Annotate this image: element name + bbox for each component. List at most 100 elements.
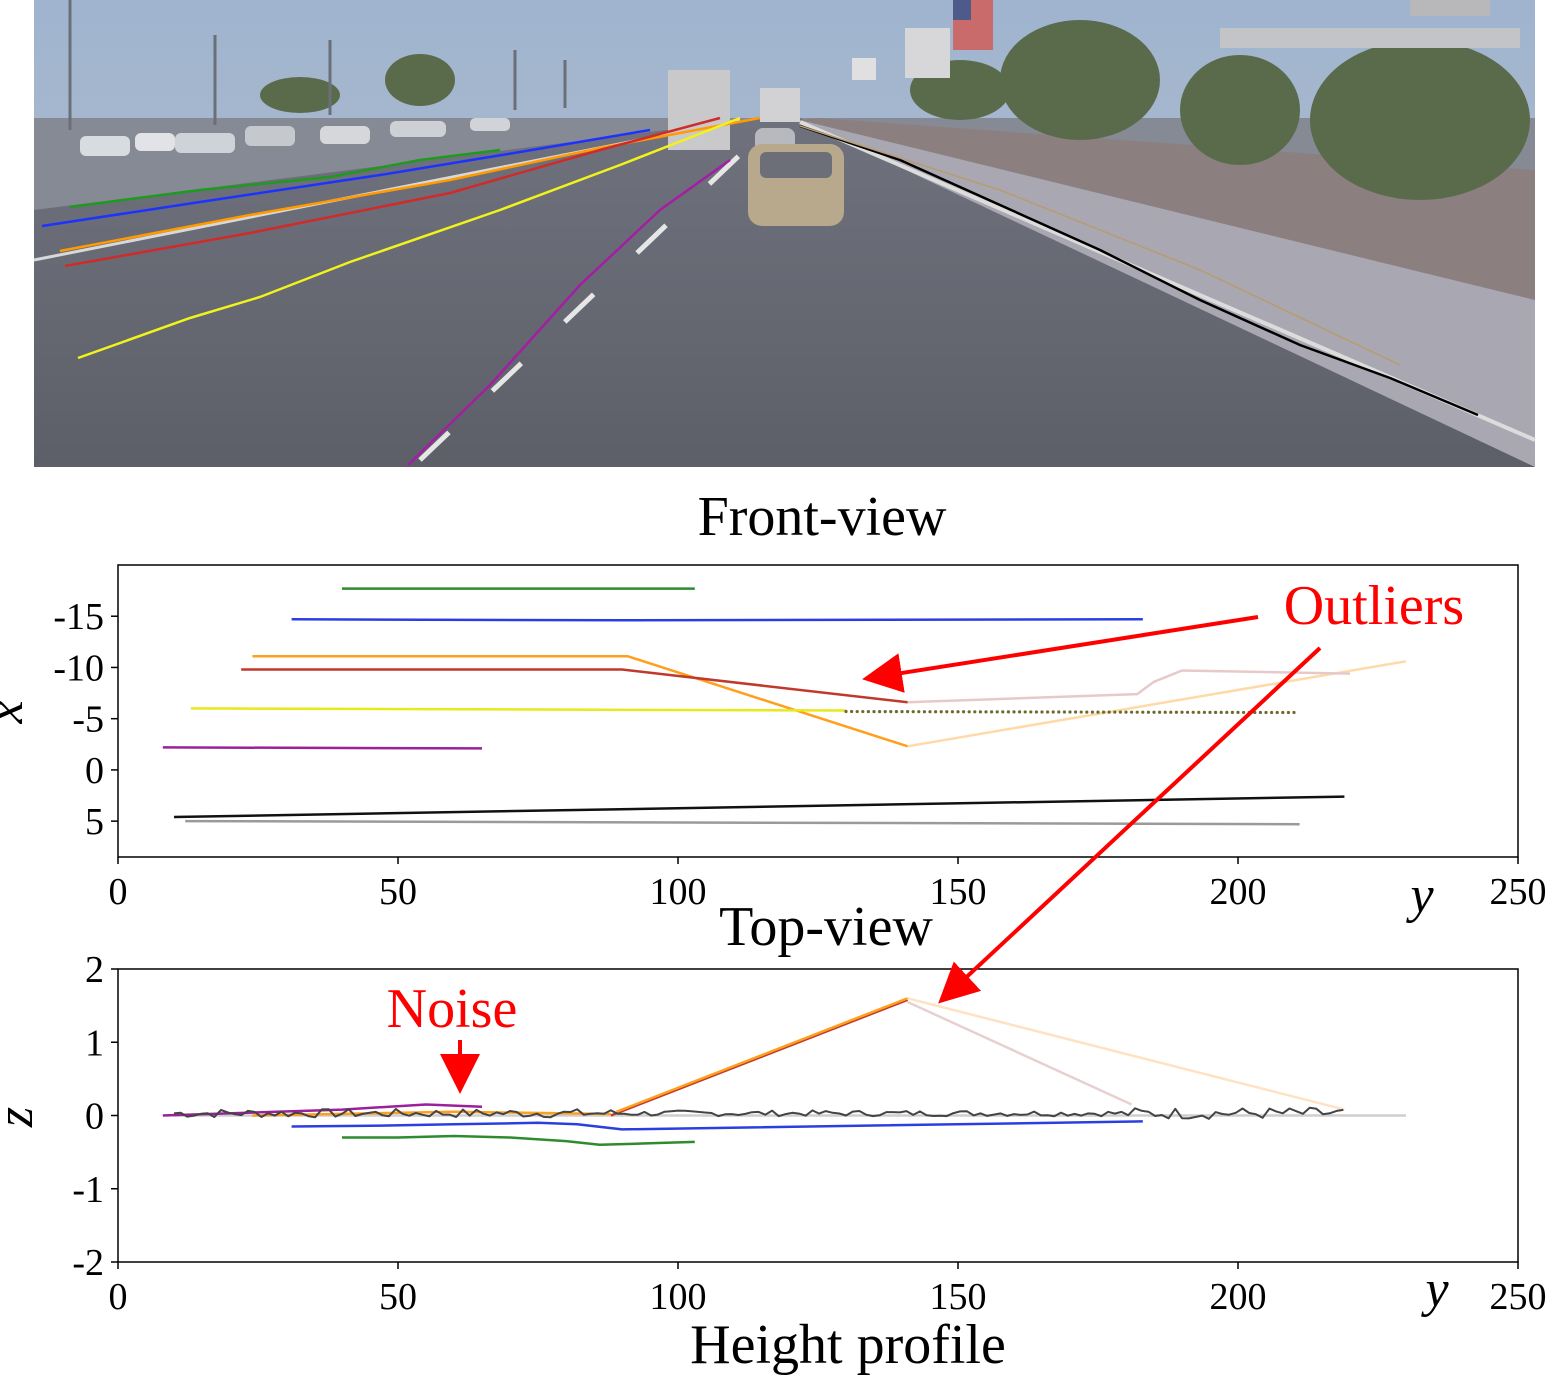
top-view-series-line [190, 707, 847, 712]
caption-top-view: Top-view [719, 896, 933, 958]
top-view-series-dot [1051, 710, 1055, 714]
top-view-series-dot [1208, 710, 1212, 714]
height-profile-ticks: 0 50 100 150 200 250 2 1 0 -1 -2 [72, 949, 1546, 1318]
top-view-ticks: 0 50 100 150 200 250-15-10-505 [53, 596, 1546, 913]
top-view-series-line [241, 668, 908, 704]
top-view-series-dot [1186, 710, 1190, 714]
top-view-series-dot [1264, 710, 1268, 715]
top-view-series-dot [850, 709, 854, 714]
top-view-series-dot [1230, 710, 1234, 714]
top-view-series-dot [878, 709, 882, 714]
top-view-series-dot [934, 710, 938, 714]
top-view-series-dot [967, 710, 971, 714]
height-profile-series-line [615, 997, 909, 1113]
height-profile-xtick-label: 250 [1490, 1276, 1547, 1318]
car-icon [80, 118, 844, 226]
top-view-xtick-label: 0 [109, 871, 128, 913]
top-view-series-dot [1152, 710, 1156, 714]
top-view-series-dot [1102, 710, 1106, 714]
top-view-series-dot [1174, 710, 1178, 714]
top-view-ylabel: x [0, 700, 34, 724]
top-view-series-dot [962, 710, 966, 714]
top-view-series-dot [1214, 710, 1218, 714]
top-view-series-line [907, 669, 1351, 704]
height-profile-series [162, 997, 1406, 1147]
truck-icon [668, 70, 800, 150]
lane-overlay-red [64, 116, 721, 268]
top-view-series-dot [1180, 710, 1184, 714]
top-view-series-dot [1012, 710, 1016, 714]
top-view-xtick-label: 200 [1210, 871, 1267, 913]
lane-overlay-orange [59, 116, 761, 253]
height-profile-xtick-label: 200 [1210, 1276, 1267, 1318]
top-view-series-dot [1029, 710, 1033, 714]
top-view-series-dot [978, 710, 983, 714]
height-profile-xtick-label: 0 [109, 1276, 128, 1318]
top-view-series-dot [1107, 710, 1111, 714]
flag-icon [953, 0, 993, 50]
road-surface [34, 118, 1535, 467]
height-profile-ytick-label: 2 [85, 949, 104, 991]
lane-overlay-blue [41, 128, 651, 228]
top-view-series-dot [1001, 710, 1005, 714]
top-view-series-dot [1225, 710, 1229, 714]
top-view-series-dot [1163, 710, 1167, 714]
outliers-label: Outliers [1284, 575, 1464, 637]
top-view-series-dot [1096, 710, 1100, 714]
top-view-series-dot [1006, 710, 1011, 714]
lane-overlay-gray [799, 125, 1401, 366]
height-profile-plot: 0 50 100 150 200 250 2 1 0 -1 -2 z y [0, 949, 1547, 1318]
top-view-series-dot [855, 709, 859, 714]
top-view-series-dot [917, 710, 921, 714]
top-view-series-dot [1068, 710, 1072, 714]
height-profile-series-line [342, 1134, 695, 1147]
top-view-series-dot [844, 709, 848, 714]
top-view-series-line [252, 654, 908, 748]
top-view-series-dot [1258, 710, 1262, 715]
top-view-series-dot [906, 710, 910, 714]
top-view-series-dot [1074, 710, 1078, 714]
height-profile-ytick-label: 0 [85, 1096, 104, 1138]
top-view-series-dot [922, 710, 927, 714]
top-view-series-dot [1034, 710, 1038, 714]
top-view-series-dot [894, 710, 899, 714]
top-view-series-dot [1079, 710, 1083, 714]
top-view-series-dot [1146, 710, 1150, 714]
top-view-series-dot [956, 710, 960, 714]
top-view-series-dot [1018, 710, 1022, 714]
top-view-series-dot [1062, 710, 1066, 714]
top-view-series-dot [1275, 710, 1279, 715]
top-view-series-dot [1113, 710, 1117, 714]
top-view-series-dot [1236, 710, 1240, 715]
top-view-ytick-label: -15 [53, 596, 104, 638]
caption-height-profile: Height profile [690, 1314, 1006, 1376]
height-profile-series-line [291, 1120, 1143, 1131]
height-profile-xtick-label: 100 [650, 1276, 707, 1318]
height-profile-ytick-label: -1 [72, 1169, 104, 1211]
top-view-series-dot [1169, 710, 1173, 714]
top-view-series-line [173, 795, 1345, 819]
top-view-series [162, 587, 1407, 826]
front-view-photo [33, 0, 1536, 467]
top-view-series-line [907, 660, 1407, 748]
top-view-series-dot [1292, 710, 1296, 715]
noise-annotation: Noise [387, 978, 518, 1094]
top-view-xtick-label: 100 [650, 871, 707, 913]
tree-icon [260, 20, 1530, 200]
lane-overlay-purple [407, 158, 731, 466]
top-view-ytick-label: -10 [53, 647, 104, 689]
top-view-series-dot [928, 710, 932, 714]
height-profile-series-line [610, 998, 909, 1117]
height-profile-xlabel: y [1420, 1261, 1449, 1318]
top-view-xlabel: y [1405, 867, 1434, 924]
top-view-xtick-label: 250 [1490, 871, 1547, 913]
top-view-frame [117, 564, 1519, 858]
street-poles [68, 0, 567, 130]
billboard-icon [852, 0, 1520, 80]
top-view-series-dot [866, 709, 871, 714]
lane-overlay-black [799, 124, 1479, 417]
noise-label: Noise [387, 978, 518, 1040]
top-view-xtick-label: 150 [930, 871, 987, 913]
